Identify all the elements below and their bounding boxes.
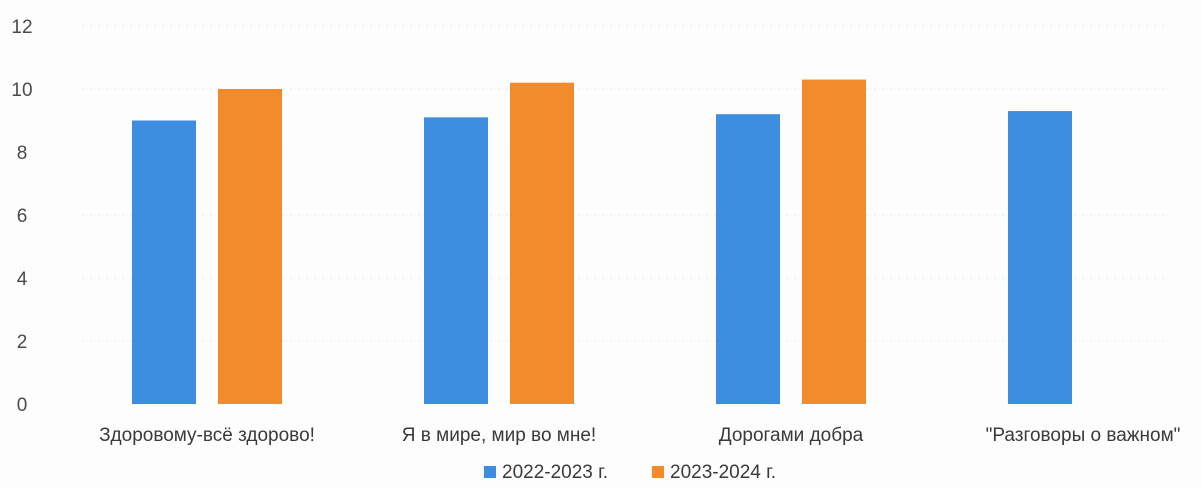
y-tick-label: 6 [17, 206, 28, 227]
bar-series1-cat3 [716, 114, 780, 404]
legend-label-2: 2023-2024 г. [670, 462, 776, 483]
bar-series1-cat2 [424, 117, 488, 404]
y-tick-label: 12 [11, 17, 32, 38]
legend-swatch-1 [484, 466, 496, 478]
grid-layer [82, 25, 1170, 342]
x-axis-labels: Здоровому-всё здорово! Я в мире, мир во м… [99, 425, 1180, 446]
x-tick-label: Здоровому-всё здорово! [99, 425, 315, 446]
y-tick-label: 8 [17, 143, 28, 164]
y-axis-ticks: 0 2 4 6 8 10 12 [11, 17, 32, 416]
bar-series1-cat1 [132, 120, 196, 404]
y-tick-label: 0 [17, 395, 28, 416]
legend-label-1: 2022-2023 г. [502, 462, 608, 483]
y-tick-label: 4 [17, 269, 28, 290]
bar-series2-cat3 [802, 79, 866, 405]
bars [132, 79, 1072, 405]
x-tick-label: Я в мире, мир во мне! [402, 425, 596, 446]
x-tick-label: Дорогами добра [719, 425, 864, 446]
bar-series1-cat4 [1008, 111, 1072, 405]
legend-swatch-2 [652, 466, 664, 478]
legend: 2022-2023 г. 2023-2024 г. [484, 462, 776, 483]
x-tick-label: "Разговоры о важном" [986, 425, 1181, 446]
y-tick-label: 10 [11, 80, 32, 101]
bar-series2-cat2 [510, 82, 574, 404]
y-tick-label: 2 [17, 332, 28, 353]
bar-series2-cat1 [218, 89, 282, 404]
